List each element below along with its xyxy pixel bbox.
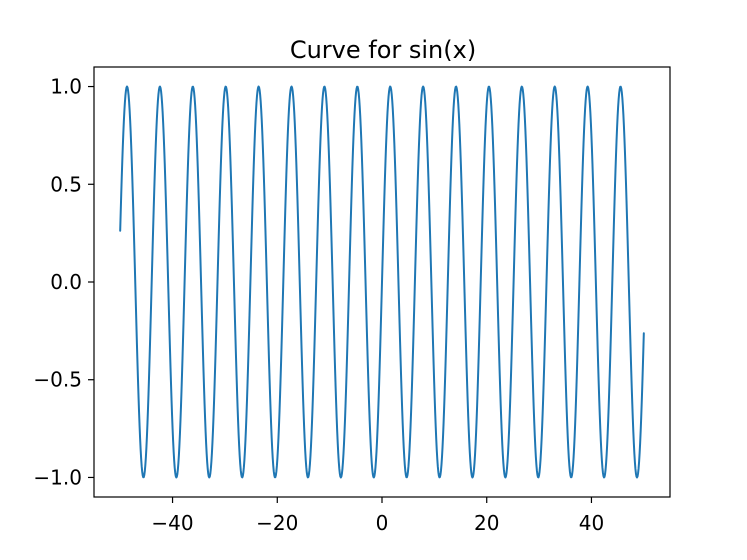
x-axis: −40 −20 0 20 40 [151,497,604,535]
series-layer [119,85,645,479]
y-tick-label-2: 0.0 [50,270,82,294]
chart-title: Curve for sin(x) [290,36,476,64]
x-tick-label-0: −40 [151,511,193,535]
x-tick-label-4: 40 [579,511,604,535]
x-tick-label-3: 20 [474,511,499,535]
series-line-0 [119,85,645,479]
y-axis: 1.0 0.5 0.0 −0.5 −1.0 [33,75,94,489]
x-tick-label-2: 0 [376,511,389,535]
y-tick-label-3: −0.5 [33,368,82,392]
y-tick-label-4: −1.0 [33,465,82,489]
x-tick-label-1: −20 [256,511,298,535]
y-tick-label-1: 0.5 [50,172,82,196]
y-tick-label-0: 1.0 [50,75,82,99]
